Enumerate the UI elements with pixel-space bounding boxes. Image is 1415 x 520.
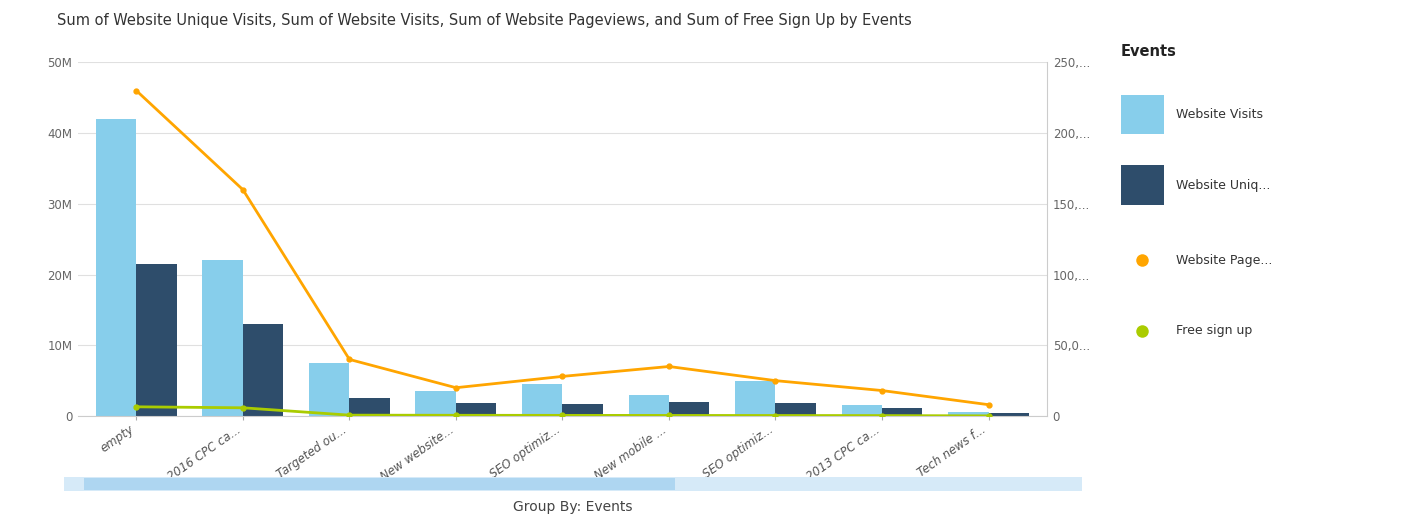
Bar	[308, 363, 350, 416]
Bar	[243, 324, 283, 416]
Bar	[136, 264, 177, 416]
Bar	[989, 413, 1029, 416]
Text: Website Uniq...: Website Uniq...	[1176, 179, 1271, 191]
FancyBboxPatch shape	[1121, 165, 1163, 205]
Bar	[202, 261, 243, 416]
Text: Free sign up: Free sign up	[1176, 324, 1252, 337]
Bar	[775, 404, 816, 416]
Text: Sum of Website Unique Visits, Sum of Website Visits, Sum of Website Pageviews, a: Sum of Website Unique Visits, Sum of Web…	[57, 13, 911, 28]
Bar	[83, 478, 675, 490]
Bar	[96, 119, 136, 416]
Bar	[522, 384, 562, 416]
Text: Group By: Events: Group By: Events	[514, 500, 633, 514]
Bar	[948, 412, 989, 416]
FancyBboxPatch shape	[1121, 95, 1163, 134]
Bar	[882, 408, 923, 416]
Bar	[456, 404, 497, 416]
Bar	[562, 404, 603, 416]
Bar	[669, 402, 709, 416]
Bar	[350, 398, 391, 416]
Bar	[734, 381, 775, 416]
Bar	[842, 406, 882, 416]
Text: Website Page...: Website Page...	[1176, 254, 1272, 267]
Bar	[416, 391, 456, 416]
Text: Website Visits: Website Visits	[1176, 108, 1262, 121]
Bar	[628, 395, 669, 416]
Text: Events: Events	[1121, 44, 1177, 59]
